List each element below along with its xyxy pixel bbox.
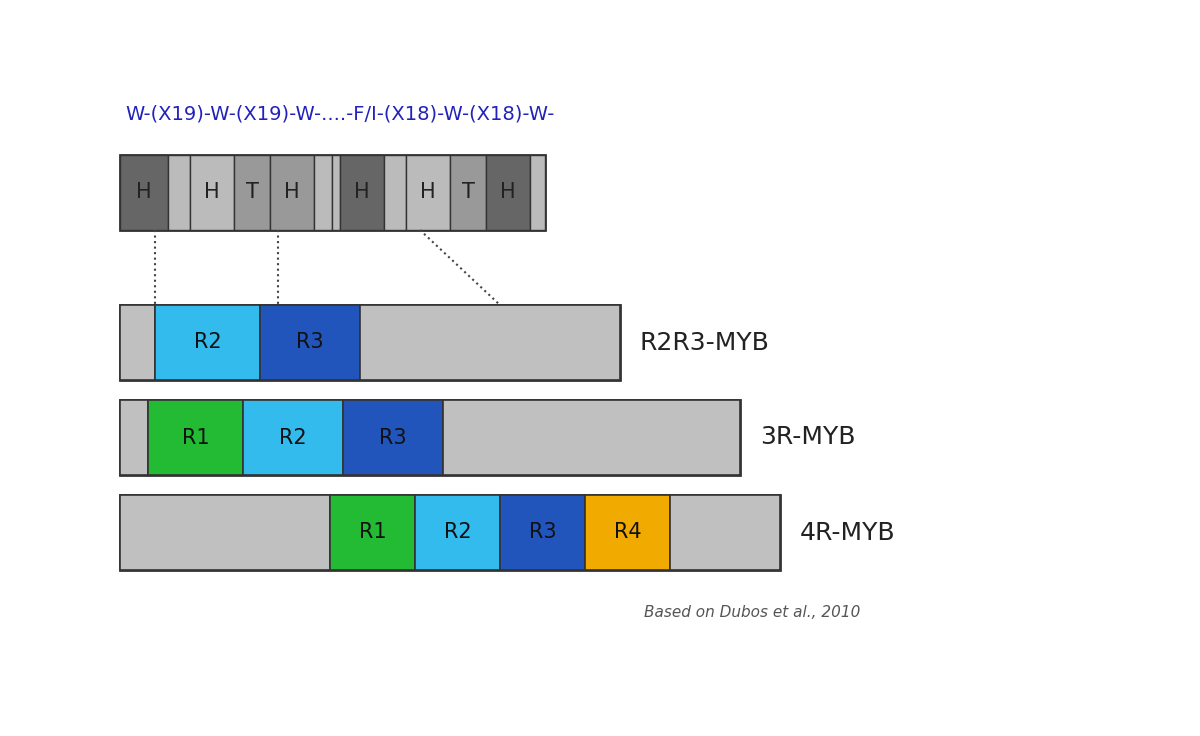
Bar — [148, 400, 242, 475]
Bar — [120, 155, 168, 230]
Bar — [234, 155, 270, 230]
Text: R2: R2 — [444, 523, 472, 542]
Bar — [586, 495, 670, 570]
Bar — [314, 155, 332, 230]
Text: Based on Dubos et al., 2010: Based on Dubos et al., 2010 — [643, 605, 860, 620]
Bar — [415, 495, 500, 570]
Bar — [443, 400, 740, 475]
Text: R4: R4 — [613, 523, 641, 542]
Text: H: H — [500, 183, 516, 202]
Text: R3: R3 — [379, 428, 407, 447]
Text: R2R3-MYB: R2R3-MYB — [640, 330, 770, 355]
Bar — [384, 155, 406, 230]
Text: H: H — [136, 183, 152, 202]
Text: H: H — [284, 183, 300, 202]
Text: R3: R3 — [529, 523, 557, 542]
Text: R3: R3 — [296, 333, 324, 353]
Bar — [343, 400, 443, 475]
Bar — [500, 495, 586, 570]
Text: R1: R1 — [181, 428, 209, 447]
Text: 3R-MYB: 3R-MYB — [760, 425, 856, 450]
Text: T: T — [462, 183, 474, 202]
Bar — [406, 155, 450, 230]
Text: T: T — [246, 183, 258, 202]
Text: R2: R2 — [280, 428, 307, 447]
Text: W-(X19)-W-(X19)-W-....-F/I-(X18)-W-(X18)-W-: W-(X19)-W-(X19)-W-....-F/I-(X18)-W-(X18)… — [125, 105, 554, 124]
Bar — [120, 305, 620, 380]
Text: R1: R1 — [359, 523, 386, 542]
Bar — [120, 495, 780, 570]
Text: H: H — [354, 183, 370, 202]
Text: 4R-MYB: 4R-MYB — [800, 520, 895, 545]
Bar — [120, 495, 330, 570]
Bar — [530, 155, 545, 230]
Bar — [120, 400, 148, 475]
Bar — [330, 495, 415, 570]
Bar — [670, 495, 780, 570]
Bar — [260, 305, 360, 380]
Bar — [360, 305, 620, 380]
Bar — [120, 305, 155, 380]
Bar — [270, 155, 314, 230]
Bar — [340, 155, 384, 230]
Bar — [120, 400, 740, 475]
Bar — [190, 155, 234, 230]
Bar — [120, 155, 545, 230]
Bar — [332, 155, 340, 230]
Bar — [242, 400, 343, 475]
Text: R2: R2 — [193, 333, 221, 353]
Bar — [450, 155, 486, 230]
Text: H: H — [204, 183, 220, 202]
Bar — [168, 155, 190, 230]
Bar — [155, 305, 260, 380]
Bar — [486, 155, 530, 230]
Text: H: H — [420, 183, 436, 202]
